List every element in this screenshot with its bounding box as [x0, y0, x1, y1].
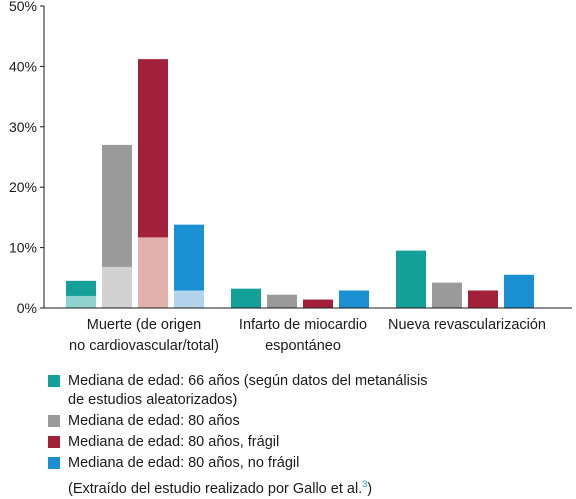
bar-segment-inner	[102, 266, 132, 308]
y-tick-label: 50%	[9, 0, 37, 14]
source-note: (Extraído del estudio realizado por Gall…	[68, 475, 568, 499]
bar-segment-inner	[174, 290, 204, 308]
legend-item: Mediana de edad: 80 años	[48, 412, 568, 431]
legend-label: Mediana de edad: 80 años, frágil	[68, 434, 280, 450]
bar-segment-inner	[66, 295, 96, 308]
bar	[432, 282, 462, 308]
bar	[267, 294, 297, 308]
bar	[468, 290, 498, 308]
bar	[231, 288, 261, 308]
legend-item: Mediana de edad: 80 años, no frágil	[48, 454, 568, 473]
legend-swatch	[48, 415, 60, 427]
source-note-ref: 3	[362, 479, 368, 489]
category-label: Nueva revascularización	[388, 317, 546, 333]
category-labels: Muerte (de origen no cardiovascular/total…	[69, 317, 546, 354]
bars	[66, 59, 534, 308]
legend: Mediana de edad: 66 años (según datos de…	[48, 372, 568, 499]
bar-segment-inner	[138, 237, 168, 308]
category-label: Infarto de miocardio espontáneo	[239, 317, 367, 354]
legend-label: Mediana de edad: 80 años	[68, 413, 240, 429]
y-tick-label: 0%	[17, 300, 37, 316]
bar	[396, 250, 426, 308]
legend-swatch	[48, 457, 60, 469]
y-tick-label: 10%	[9, 240, 37, 256]
source-note-close: )	[367, 480, 373, 497]
legend-item: Mediana de edad: 80 años, frágil	[48, 433, 568, 452]
legend-swatch	[48, 375, 60, 387]
legend-label: Mediana de edad: 66 años (según datos de…	[68, 373, 428, 408]
y-tick-label: 30%	[9, 119, 37, 135]
legend-label: Mediana de edad: 80 años, no frágil	[68, 455, 300, 471]
bar	[339, 290, 369, 308]
y-tick-label: 40%	[9, 58, 37, 74]
source-note-text: (Extraído del estudio realizado por Gall…	[68, 480, 363, 497]
category-label: Muerte (de origen no cardiovascular/total…	[69, 317, 219, 354]
bar-chart: 0% 10% 20% 30% 40% 50% Muerte (de origen no ca…	[9, 0, 572, 354]
y-axis-ticks: 0% 10% 20% 30% 40% 50%	[9, 0, 44, 316]
bar	[504, 274, 534, 308]
legend-swatch	[48, 436, 60, 448]
legend-item: Mediana de edad: 66 años (según datos de…	[48, 372, 568, 410]
y-tick-label: 20%	[9, 179, 37, 195]
bar	[303, 299, 333, 308]
